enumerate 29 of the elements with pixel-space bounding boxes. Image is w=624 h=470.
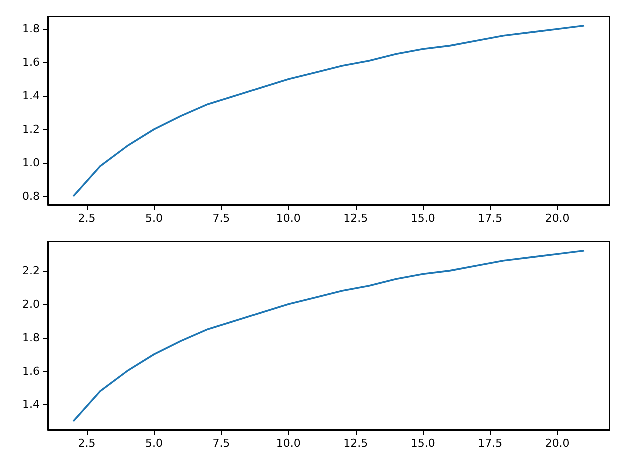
x-tick-label: 5.0 xyxy=(145,437,163,450)
y-tick-label: 1.4 xyxy=(22,398,40,412)
x-tick-label: 2.5 xyxy=(78,437,96,450)
x-tick-label: 2.5 xyxy=(78,212,96,225)
y-tick-label: 1.4 xyxy=(22,90,40,103)
x-tick-label: 5.0 xyxy=(145,212,163,225)
x-tick-label: 12.5 xyxy=(344,212,368,225)
x-tick-label: 7.5 xyxy=(212,437,230,450)
y-tick-label: 1.8 xyxy=(22,331,40,344)
line-series xyxy=(72,250,586,422)
x-tick-label: 15.0 xyxy=(410,212,436,225)
x-tick-label: 20.0 xyxy=(545,437,570,450)
x-tick-label: 12.5 xyxy=(344,437,368,450)
x-tick-label: 7.5 xyxy=(212,212,230,225)
x-tick-label: 17.5 xyxy=(478,212,503,225)
y-tick-label: 1.0 xyxy=(22,156,40,170)
x-tick-label: 10.0 xyxy=(276,437,301,450)
y-tick-label: 0.8 xyxy=(22,190,40,203)
y-tick-label: 1.8 xyxy=(22,22,40,36)
y-tick-label: 1.6 xyxy=(22,364,40,378)
x-tick-label: 20.0 xyxy=(545,212,570,225)
x-tick-label: 10.0 xyxy=(276,212,301,225)
y-tick-label: 2.2 xyxy=(22,264,40,278)
y-tick-label: 2.0 xyxy=(22,298,40,311)
x-tick-label: 17.5 xyxy=(478,437,503,450)
x-tick-label: 15.0 xyxy=(410,437,436,450)
line-series xyxy=(72,24,586,198)
y-tick-label: 1.6 xyxy=(22,56,40,70)
y-tick-label: 1.2 xyxy=(22,123,40,136)
